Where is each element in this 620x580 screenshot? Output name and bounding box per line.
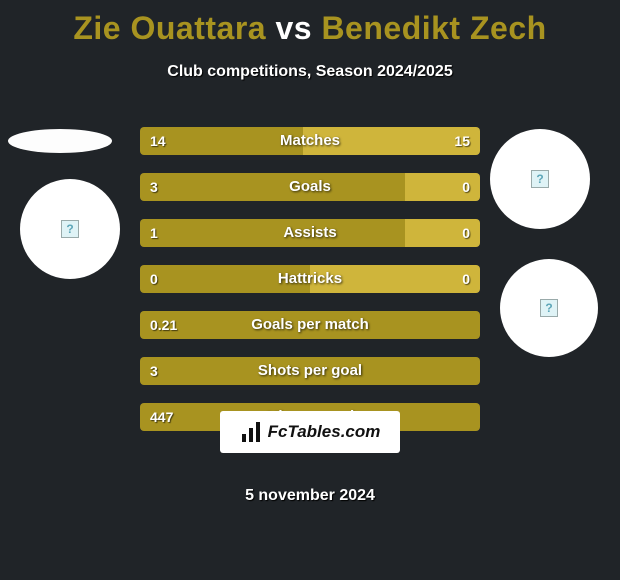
player1-avatar: ?	[20, 179, 120, 279]
placeholder-icon: ?	[540, 299, 558, 317]
stat-value-left: 14	[140, 127, 176, 155]
stat-value-left: 3	[140, 173, 168, 201]
placeholder-icon: ?	[531, 170, 549, 188]
stat-bars: 1415Matches30Goals10Assists00Hattricks0.…	[140, 127, 480, 449]
player2-club-avatar: ?	[500, 259, 598, 357]
stat-bar-left	[140, 357, 480, 385]
source-badge: FcTables.com	[220, 411, 400, 453]
stat-value-left: 447	[140, 403, 183, 431]
stat-value-right: 0	[452, 219, 480, 247]
stat-value-right: 0	[452, 173, 480, 201]
placeholder-icon: ?	[61, 220, 79, 238]
chart-stage: ? ? ? 1415Matches30Goals10Assists00Hattr…	[0, 99, 620, 479]
player2-name: Benedikt Zech	[321, 10, 546, 46]
stat-bar-left	[140, 311, 480, 339]
stat-value-right: 0	[452, 265, 480, 293]
stat-value-left: 0	[140, 265, 168, 293]
fctables-logo: FcTables.com	[240, 420, 381, 444]
stat-bar-left	[140, 219, 405, 247]
stat-value-left: 3	[140, 357, 168, 385]
stat-row: 10Assists	[140, 219, 480, 247]
comparison-title: Zie Ouattara vs Benedikt Zech	[0, 0, 620, 47]
stat-row: 00Hattricks	[140, 265, 480, 293]
vs-text: vs	[275, 10, 312, 46]
decorative-oval	[8, 129, 112, 153]
stat-value-left: 1	[140, 219, 168, 247]
stat-row: 1415Matches	[140, 127, 480, 155]
stat-row: 3Shots per goal	[140, 357, 480, 385]
player1-name: Zie Ouattara	[73, 10, 266, 46]
date-text: 5 november 2024	[0, 487, 620, 505]
stat-row: 0.21Goals per match	[140, 311, 480, 339]
subtitle: Club competitions, Season 2024/2025	[0, 63, 620, 81]
barchart-icon	[240, 420, 264, 444]
stat-bar-left	[140, 173, 405, 201]
badge-text: FcTables.com	[268, 422, 381, 442]
stat-row: 30Goals	[140, 173, 480, 201]
stat-value-left: 0.21	[140, 311, 187, 339]
stat-value-right: 15	[444, 127, 480, 155]
player2-avatar: ?	[490, 129, 590, 229]
